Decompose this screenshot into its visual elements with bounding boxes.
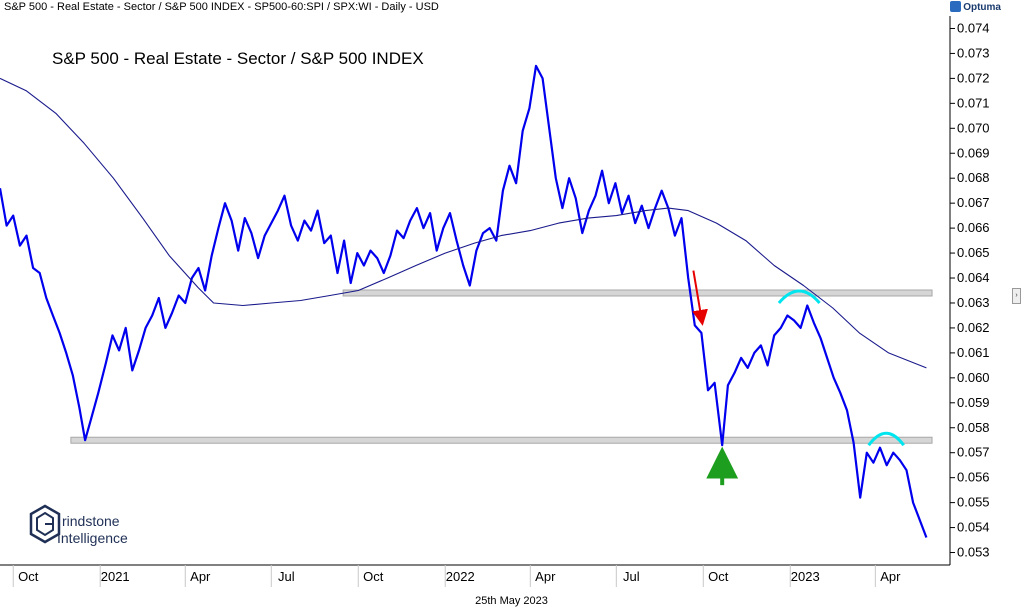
logo-line2: Intelligence [57, 530, 128, 546]
y-tick-label: 0.066 [957, 220, 990, 235]
x-tick-label: Apr [880, 569, 901, 584]
moving-average-line [0, 77, 927, 369]
y-tick-label: 0.072 [957, 70, 990, 85]
x-tick-label: Oct [18, 569, 39, 584]
y-tick-label: 0.071 [957, 95, 990, 110]
y-tick-label: 0.062 [957, 320, 990, 335]
y-tick-label: 0.057 [957, 445, 990, 460]
y-tick-label: 0.060 [957, 370, 990, 385]
optuma-icon [950, 1, 962, 12]
y-tick-label: 0.068 [957, 170, 990, 185]
resistance-arc [777, 289, 821, 304]
price-line [0, 64, 928, 538]
x-tick-label: 2023 [791, 569, 820, 584]
y-tick-label: 0.065 [957, 245, 990, 260]
y-tick-label: 0.063 [957, 295, 990, 310]
header-title: S&P 500 - Real Estate - Sector / S&P 500… [4, 1, 439, 13]
y-tick-label: 0.056 [957, 470, 990, 485]
hexagon-g-icon [29, 504, 61, 544]
grindstone-logo: rindstone Intelligence [26, 502, 186, 550]
support-band [70, 436, 933, 444]
arrow-down-icon [692, 270, 708, 326]
y-tick-label: 0.064 [957, 270, 990, 285]
x-tick-label: Apr [190, 569, 211, 584]
x-tick-label: 2021 [101, 569, 130, 584]
x-tick-label: Jul [278, 569, 295, 584]
y-tick-label: 0.054 [957, 520, 990, 535]
y-tick-label: 0.067 [957, 195, 990, 210]
brand-name: Optuma [963, 2, 1001, 13]
brand-logo: Optuma [950, 1, 1001, 13]
y-tick-label: 0.070 [957, 120, 990, 135]
y-tick-label: 0.053 [957, 545, 990, 560]
y-tick-label: 0.059 [957, 395, 990, 410]
x-tick-label: Apr [535, 569, 556, 584]
x-tick-label: Jul [623, 569, 640, 584]
x-tick-label: Oct [363, 569, 384, 584]
chevron-right-icon[interactable]: › [1012, 288, 1021, 304]
y-tick-label: 0.069 [957, 145, 990, 160]
support-band [342, 289, 933, 297]
chart-title: S&P 500 - Real Estate - Sector / S&P 500… [52, 49, 424, 68]
footer-date: 25th May 2023 [475, 595, 548, 607]
y-tick-label: 0.061 [957, 345, 990, 360]
logo-line1: rindstone [62, 513, 120, 529]
x-tick-label: 2022 [446, 569, 475, 584]
chart-header: S&P 500 - Real Estate - Sector / S&P 500… [0, 0, 1023, 16]
y-tick-label: 0.058 [957, 420, 990, 435]
resistance-arc [867, 431, 905, 447]
y-tick-label: 0.055 [957, 495, 990, 510]
y-tick-label: 0.074 [957, 20, 990, 35]
y-tick-label: 0.073 [957, 45, 990, 60]
x-tick-label: Oct [708, 569, 729, 584]
